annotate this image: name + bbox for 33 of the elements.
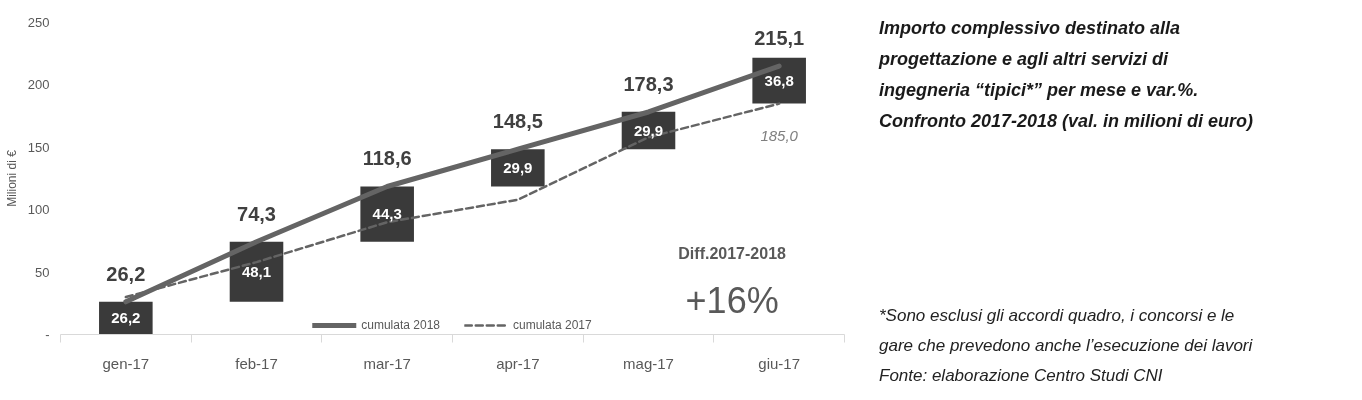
- annotation: +16%: [685, 279, 779, 321]
- data-label: 48,1: [241, 262, 272, 280]
- text: Importo complessivo destinato alla progettazione e agli altri servizi di ingegneria “tipici*” per mese e var.%. Confronto 2017-2018 (val. in milioni di euro): [879, 17, 1255, 133]
- source-note: Fonte: elaborazione Centro Studi CNI: [879, 366, 1163, 385]
- data-label: 74,3: [237, 202, 276, 225]
- legend-label: cumulata 2018: [361, 318, 440, 332]
- y-tick-label: -: [45, 327, 50, 342]
- data-label: 29,9: [503, 158, 533, 176]
- y-tick-label: 100: [27, 202, 50, 218]
- data-label: 148,5: [492, 110, 543, 133]
- x-tick-label: giu-17: [758, 354, 801, 372]
- x-tick-label: mag-17: [623, 354, 674, 372]
- data-label: 29,9: [633, 121, 664, 139]
- y-tick-label: 50: [35, 264, 50, 280]
- y-tick-label: 250: [27, 15, 50, 30]
- x-tick-label: gen-17: [102, 354, 150, 372]
- x-tick-label: feb-17: [235, 354, 278, 372]
- annotation: Diff.2017-2018: [678, 244, 787, 262]
- data-label: 118,6: [362, 147, 412, 170]
- data-label: 26,2: [106, 262, 146, 285]
- legend-label: cumulata 2017: [513, 318, 592, 332]
- data-label: 215,1: [754, 27, 805, 50]
- x-tick-label: apr-17: [496, 354, 540, 372]
- data-label: 36,8: [764, 71, 794, 89]
- text: *Sono esclusi gli accordi quadro, i concorsi e le gare che prevedono anche l’esecuzione dei lavori: [879, 306, 1253, 355]
- data-label: 44,3: [372, 205, 402, 223]
- data-label: 26,2: [111, 309, 141, 327]
- y-tick-label: 200: [27, 77, 50, 93]
- x-tick-label: mar-17: [363, 354, 411, 372]
- y-tick-label: 150: [27, 139, 50, 155]
- data-label: 185,0: [760, 126, 799, 144]
- y-axis-title: Milioni di €: [4, 149, 19, 207]
- data-label: 178,3: [623, 72, 674, 95]
